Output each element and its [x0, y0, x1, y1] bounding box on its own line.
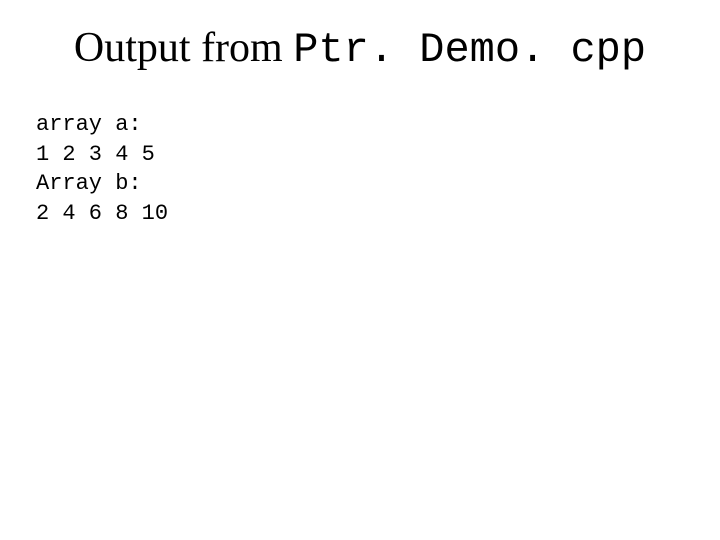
- title-prefix: Output from: [74, 25, 293, 71]
- output-line: 2 4 6 8 10: [36, 199, 720, 229]
- output-line: Array b:: [36, 169, 720, 199]
- program-output: array a: 1 2 3 4 5 Array b: 2 4 6 8 10: [0, 102, 720, 229]
- slide-container: Output from Ptr. Demo. cpp array a: 1 2 …: [0, 0, 720, 540]
- output-line: array a:: [36, 110, 720, 140]
- slide-title: Output from Ptr. Demo. cpp: [0, 0, 720, 102]
- title-filename: Ptr. Demo. cpp: [293, 26, 646, 74]
- output-line: 1 2 3 4 5: [36, 140, 720, 170]
